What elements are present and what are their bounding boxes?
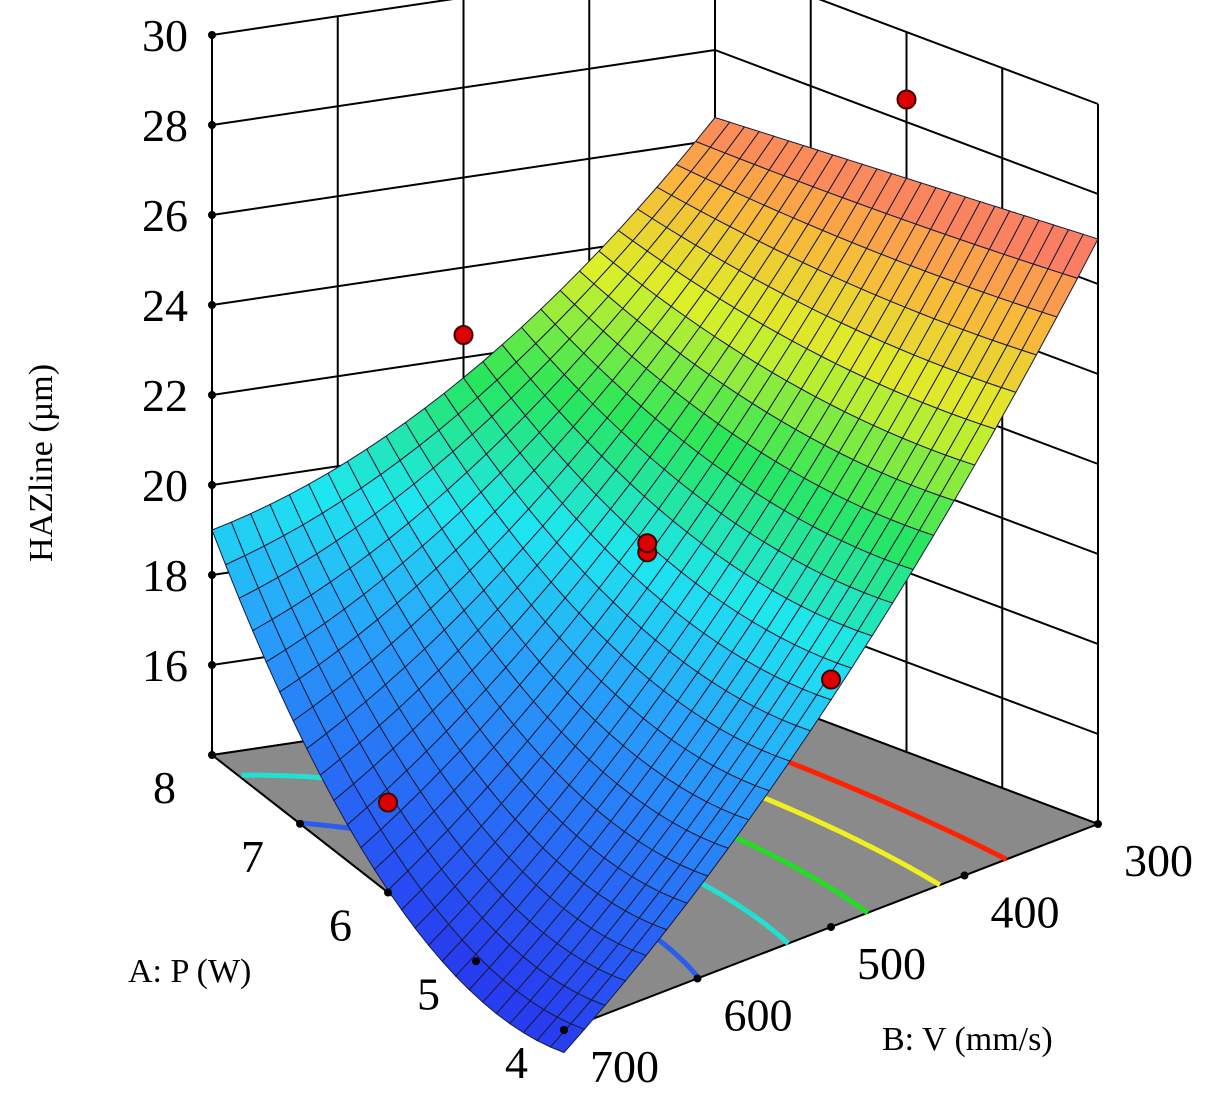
grid-line — [211, 48, 1099, 195]
y-tick — [560, 1026, 568, 1034]
y-tick-label: 300 — [1124, 835, 1193, 886]
z-tick-label: 30 — [142, 10, 188, 61]
y-tick-label: 400 — [991, 887, 1060, 938]
x-tick — [384, 888, 392, 897]
z-tick-label: 26 — [142, 190, 188, 241]
z-tick-label: 16 — [142, 640, 188, 691]
x-tick-label: 7 — [241, 831, 264, 882]
design-point — [453, 325, 474, 345]
x-tick-label: 6 — [329, 900, 352, 951]
z-tick — [208, 211, 216, 219]
z-tick-label: 28 — [142, 100, 188, 151]
z-tick — [208, 661, 216, 669]
axes — [208, 31, 1102, 1034]
tick-labels: 16 18 20 22 24 26 28 30 4 5 6 7 8 300 400 500 600 700 — [142, 10, 1193, 1092]
surface-patch — [1062, 233, 1099, 279]
design-point — [637, 533, 658, 554]
x-tick-label: 4 — [505, 1037, 528, 1088]
x-tick-label: 5 — [417, 968, 440, 1019]
x-axis-title: A: P (W) — [128, 953, 251, 990]
y-axis-title: B: V (mm/s) — [882, 1021, 1053, 1058]
z-tick — [208, 571, 216, 579]
y-tick — [1094, 820, 1102, 828]
grid-line — [211, 0, 1099, 105]
y-tick — [827, 923, 835, 931]
z-tick — [208, 31, 216, 39]
x-tick — [472, 957, 480, 966]
z-tick — [208, 481, 216, 489]
z-tick — [208, 391, 216, 399]
y-tick-label: 600 — [724, 990, 793, 1041]
design-point — [821, 669, 841, 690]
z-tick-label: 18 — [142, 550, 188, 601]
z-tick-label: 24 — [142, 280, 188, 331]
response-surface — [211, 116, 1099, 1054]
y-tick — [693, 974, 702, 983]
z-axis-title: HAZline (µm) — [23, 364, 60, 562]
x-tick-label: 8 — [153, 762, 176, 813]
design-point — [896, 89, 917, 110]
z-tick — [208, 301, 216, 309]
design-point — [378, 792, 398, 813]
y-tick — [960, 871, 969, 880]
z-tick-label: 20 — [142, 460, 188, 511]
y-tick-label: 700 — [590, 1041, 659, 1092]
x-tick — [296, 819, 304, 828]
y-tick-label: 500 — [857, 938, 926, 989]
x-tick — [208, 751, 216, 759]
z-tick — [208, 121, 216, 129]
z-tick-label: 22 — [142, 370, 188, 421]
design-points — [378, 89, 917, 813]
